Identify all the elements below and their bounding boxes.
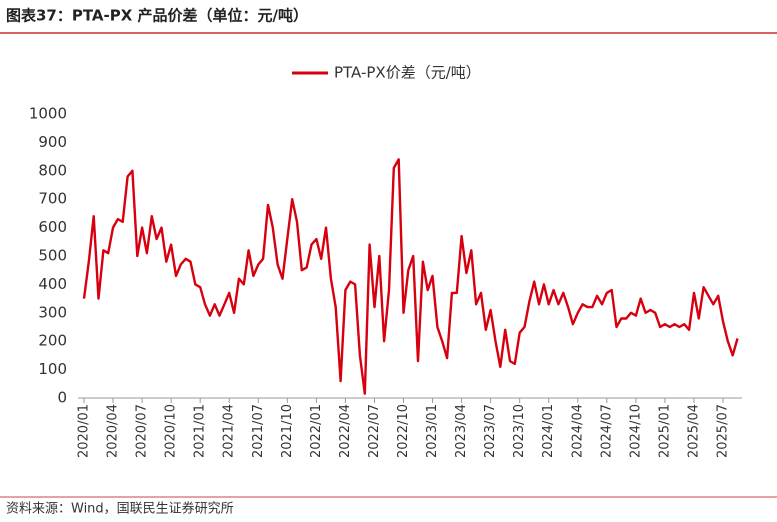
x-tick-label: 2021/04	[222, 404, 237, 458]
x-tick-label: 2020/04	[106, 404, 121, 458]
source: 资料来源：Wind，国联民生证券研究所	[6, 501, 234, 517]
x-tick-label: 2023/04	[454, 404, 469, 458]
x-tick-label: 2023/10	[512, 404, 527, 458]
y-tick-label: 1000	[29, 105, 67, 123]
x-tick-label: 2022/01	[309, 404, 324, 458]
x-tick-label: 2021/07	[251, 404, 266, 458]
x-tick-label: 2020/01	[77, 404, 92, 458]
x-tick-label: 2024/04	[570, 404, 585, 458]
x-tick-label: 2025/07	[716, 404, 731, 458]
x-tick-label: 2025/04	[686, 404, 701, 458]
x-tick-label: 2022/04	[338, 404, 353, 458]
y-tick-label: 100	[38, 360, 67, 378]
y-tick-label: 0	[57, 389, 67, 407]
x-tick-label: 2022/10	[396, 404, 411, 458]
y-tick-label: 300	[38, 303, 67, 321]
y-tick-label: 200	[38, 332, 67, 350]
legend-label: PTA-PX价差（元/吨）	[334, 64, 481, 82]
data-line	[82, 158, 739, 395]
y-tick-label: 900	[38, 133, 67, 151]
x-tick-label: 2023/07	[483, 404, 498, 458]
y-tick-label: 400	[38, 275, 67, 293]
x-tick-label: 2021/10	[280, 404, 295, 458]
y-tick-label: 700	[38, 190, 67, 208]
x-tick-label: 2024/01	[541, 404, 556, 458]
title: 图表37：PTA-PX 产品价差（单位：元/吨）	[6, 7, 308, 25]
x-tick-label: 2020/10	[164, 404, 179, 458]
y-tick-label: 500	[38, 247, 67, 265]
x-tick-label: 2025/01	[657, 404, 672, 458]
y-tick-label: 800	[38, 161, 67, 179]
x-tick-label: 2024/10	[628, 404, 643, 458]
x-tick-label: 2020/07	[135, 404, 150, 458]
x-tick-label: 2023/01	[425, 404, 440, 458]
x-tick-label: 2022/07	[367, 404, 382, 458]
y-tick-label: 600	[38, 218, 67, 236]
x-tick-label: 2024/07	[599, 404, 614, 458]
x-tick-label: 2021/01	[193, 404, 208, 458]
